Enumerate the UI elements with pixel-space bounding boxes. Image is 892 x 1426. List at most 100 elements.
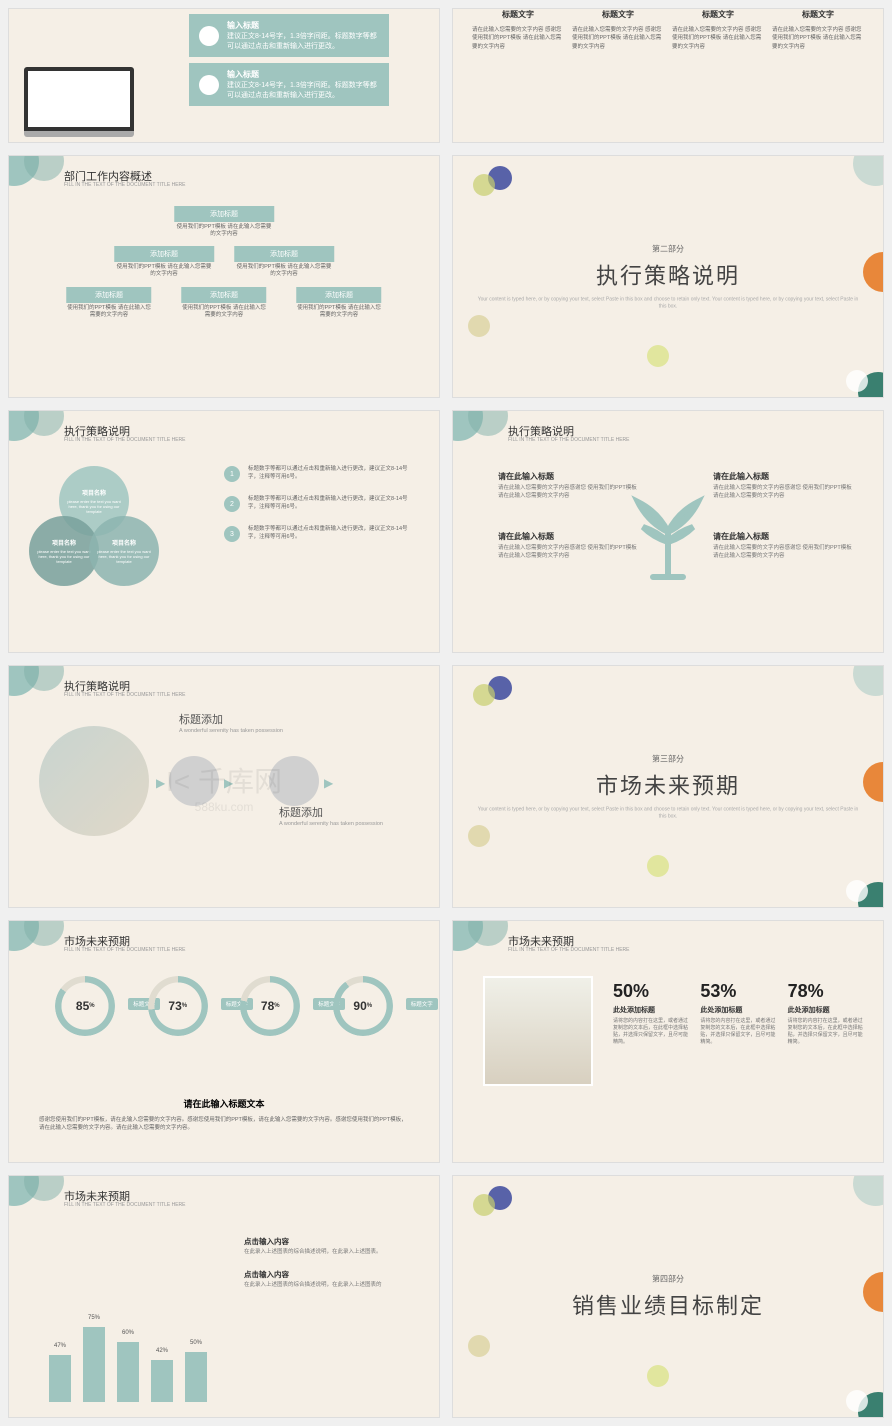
venn-label: 项目名称 [82, 488, 106, 497]
bar-label: 60% [122, 1330, 134, 1336]
venn-label: 项目名称 [52, 538, 76, 547]
venn-sub: please enter the text you want here, tha… [35, 549, 93, 564]
tree-node: 添加标题 [234, 246, 334, 262]
col-header: 标题文字 [572, 9, 664, 20]
quad-text: 请在此输入您需要的文字内容感谢您 使用我们的PPT模板 请在此输入您需要的文字内… [713, 545, 853, 560]
col-text: 请在此输入您需要的文字内容 感谢您使用我们的PPT模板 请在此输入您需要的文字内… [572, 26, 664, 51]
item-text: 标题数字等都可以通过点击和重新输入进行更改，建议正文8-14号字，注释等可用6号… [248, 496, 414, 512]
slide-subtitle: FILL IN THE TEXT OF THE DOCUMENT TITLE H… [64, 437, 186, 443]
slide-subtitle: FILL IN THE TEXT OF THE DOCUMENT TITLE H… [64, 947, 186, 953]
donut-value: 90% [333, 976, 393, 1036]
slide-subtitle: FILL IN THE TEXT OF THE DOCUMENT TITLE H… [64, 182, 186, 188]
tree-text: 使用我们的PPT模板 请在此输入您需要的文字内容 [297, 305, 382, 319]
tree-node: 添加标题 [114, 246, 214, 262]
section-title: 市场未来预期 [475, 768, 862, 800]
slide-stats: 市场未来预期 FILL IN THE TEXT OF THE DOCUMENT … [452, 920, 884, 1163]
tree-text: 使用我们的PPT模板 请在此输入您需要的文字内容 [182, 305, 267, 319]
arrow-icon: ▶ [324, 776, 333, 790]
stat-header: 此处添加标题 [700, 1005, 775, 1015]
slide-plant: 执行策略说明 FILL IN THE TEXT OF THE DOCUMENT … [452, 410, 884, 653]
venn-label: 项目名称 [112, 538, 136, 547]
tree-text: 使用我们的PPT模板 请在此输入您需要的文字内容 [114, 264, 214, 278]
section-part: 第四部分 [475, 1273, 862, 1284]
col-text: 请在此输入您需要的文字内容 感谢您使用我们的PPT模板 请在此输入您需要的文字内… [472, 26, 564, 51]
slide-subtitle: FILL IN THE TEXT OF THE DOCUMENT TITLE H… [508, 947, 630, 953]
stat-item: 50% 此处添加标题 请将您的内容打在这里，或者通过复制您的文本后，在此框中选择… [613, 981, 688, 1046]
quad-text: 请在此输入您需要的文字内容感谢您 使用我们的PPT模板 请在此输入您需要的文字内… [713, 485, 853, 500]
stat-header: 此处添加标题 [613, 1005, 688, 1015]
bottom-paragraph: 感谢您使用我们的PPT模板，请在此输入您需要的文字内容。感谢您使用我们的PPT模… [39, 1116, 409, 1133]
donut-value: 85% [55, 976, 115, 1036]
col-header: 标题文字 [672, 9, 764, 20]
arrow-icon: ▶ [224, 776, 233, 790]
section-4-divider: 第四部分 销售业绩目标制定 [452, 1175, 884, 1418]
venn-sub: please enter the text you want here, tha… [95, 549, 153, 564]
item-text: 标题数字等都可以通过点击和重新输入进行更改，建议正文8-14号字，注释等可用6号… [248, 526, 414, 542]
quad-header: 请在此输入标题 [713, 471, 853, 482]
box1-text: 建议正文8-14号字，1.3倍字间距。标题数字等都可以通过点击和重新输入进行更改… [227, 33, 377, 50]
add-subtitle: A wonderful serenity has taken possessio… [179, 728, 283, 734]
item-number: 2 [224, 496, 240, 512]
donut-chart: 85% 标题文字 [55, 976, 115, 1036]
gear-icon [199, 75, 219, 95]
text-header: 点击输入内容 [244, 1269, 414, 1280]
section-2-divider: 第二部分 执行策略说明 Your content is typed here, … [452, 155, 884, 398]
quad-text: 请在此输入您需要的文字内容感谢您 使用我们的PPT模板 请在此输入您需要的文字内… [498, 485, 638, 500]
image-large [39, 726, 149, 836]
quad-header: 请在此输入标题 [498, 531, 638, 542]
stats-row: 50% 此处添加标题 请将您的内容打在这里，或者通过复制您的文本后，在此框中选择… [613, 981, 863, 1046]
box2-title: 输入标题 [227, 69, 379, 80]
donut-value: 73% [148, 976, 208, 1036]
stat-value: 53% [700, 981, 775, 1002]
stat-text: 请将您的内容打在这里，或者通过复制您的文本后，在此框中选择粘贴，并选择只保留文字… [788, 1018, 863, 1046]
donut-chart: 73% 标题文字 [148, 976, 208, 1036]
stat-text: 请将您的内容打在这里，或者通过复制您的文本后，在此框中选择粘贴，并选择只保留文字… [700, 1018, 775, 1046]
image-small [169, 756, 219, 806]
donut-chart: 78% 标题文字 [240, 976, 300, 1036]
section-title: 销售业绩目标制定 [475, 1288, 862, 1320]
item-number: 1 [224, 466, 240, 482]
section-desc: Your content is typed here, or by copyin… [475, 296, 862, 310]
col-text: 请在此输入您需要的文字内容 感谢您使用我们的PPT模板 请在此输入您需要的文字内… [672, 26, 764, 51]
bar: 75% [83, 1327, 105, 1402]
box2-text: 建议正文8-14号字，1.3倍字间距。标题数字等都可以通过点击和重新输入进行更改… [227, 82, 377, 99]
bar-label: 47% [54, 1343, 66, 1349]
bar: 47% [49, 1355, 71, 1402]
stat-item: 78% 此处添加标题 请将您的内容打在这里，或者通过复制您的文本后，在此框中选择… [788, 981, 863, 1046]
slide-1-left: 输入标题建议正文8-14号字，1.3倍字间距。标题数字等都可以通过点击和重新输入… [8, 8, 440, 143]
donut-chart: 90% 标题文字 [333, 976, 393, 1036]
section-title: 执行策略说明 [475, 258, 862, 290]
box1-title: 输入标题 [227, 20, 379, 31]
venn-sub: please enter the text you want here, tha… [65, 499, 123, 514]
item-number: 3 [224, 526, 240, 542]
bar: 42% [151, 1360, 173, 1402]
slide-donuts: 市场未来预期 FILL IN THE TEXT OF THE DOCUMENT … [8, 920, 440, 1163]
slide-bars: 市场未来预期 FILL IN THE TEXT OF THE DOCUMENT … [8, 1175, 440, 1418]
tree-node: 添加标题 [67, 287, 152, 303]
stat-header: 此处添加标题 [788, 1005, 863, 1015]
tree-node: 添加标题 [174, 206, 274, 222]
text-body: 在此录入上述图表的综合描述说明，在此录入上述图表的 [244, 1282, 414, 1290]
tree-node: 添加标题 [182, 287, 267, 303]
donut-label: 标题文字 [406, 998, 438, 1010]
target-icon [199, 26, 219, 46]
bar: 50% [185, 1352, 207, 1402]
slide-subtitle: FILL IN THE TEXT OF THE DOCUMENT TITLE H… [508, 437, 630, 443]
image-small [269, 756, 319, 806]
slide-grid: 输入标题建议正文8-14号字，1.3倍字间距。标题数字等都可以通过点击和重新输入… [8, 8, 884, 1418]
columns: 标题文字请在此输入您需要的文字内容 感谢您使用我们的PPT模板 请在此输入您需要… [453, 9, 883, 51]
bar-label: 75% [88, 1315, 100, 1321]
add-title: 标题添加 [279, 804, 323, 820]
stat-value: 78% [788, 981, 863, 1002]
bar-label: 50% [190, 1340, 202, 1346]
laptop-image [24, 67, 134, 137]
text-body: 在此录入上述图表的综合描述说明，在此录入上述图表。 [244, 1249, 414, 1257]
quad-text: 请在此输入您需要的文字内容感谢您 使用我们的PPT模板 请在此输入您需要的文字内… [498, 545, 638, 560]
slide-subtitle: FILL IN THE TEXT OF THE DOCUMENT TITLE H… [64, 692, 186, 698]
text-header: 点击输入内容 [244, 1236, 414, 1247]
section-3-divider: 第三部分 市场未来预期 Your content is typed here, … [452, 665, 884, 908]
bar-label: 42% [156, 1348, 168, 1354]
add-subtitle: A wonderful serenity has taken possessio… [279, 821, 383, 827]
tree-text: 使用我们的PPT模板 请在此输入您需要的文字内容 [234, 264, 334, 278]
info-box-1: 输入标题建议正文8-14号字，1.3倍字间距。标题数字等都可以通过点击和重新输入… [189, 14, 389, 57]
